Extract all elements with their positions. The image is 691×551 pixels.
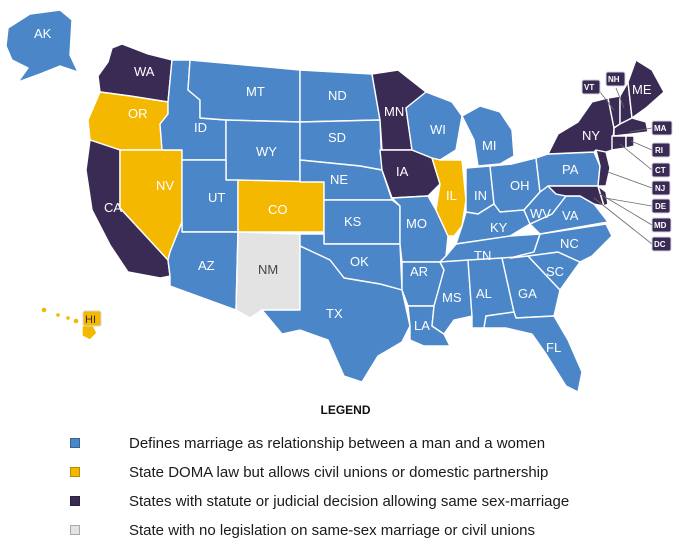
label-il: IL xyxy=(446,188,457,203)
tag-ct-box xyxy=(651,162,671,178)
tag-nj: NJ xyxy=(655,184,665,193)
label-al: AL xyxy=(476,286,492,301)
leader-lines xyxy=(593,87,653,245)
legend-swatch-purple xyxy=(70,496,80,506)
label-pa: PA xyxy=(562,162,579,177)
state-ak xyxy=(5,9,79,83)
small-state-tags: VT NH ME MA RI CT NJ DE MD DC HI xyxy=(85,71,673,326)
label-ne: NE xyxy=(330,172,348,187)
label-ny: NY xyxy=(582,128,600,143)
tag-dc: DC xyxy=(654,240,666,249)
tag-ct: CT xyxy=(655,166,666,175)
label-fl: FL xyxy=(546,340,561,355)
hi-label-box xyxy=(82,310,102,327)
state-ri xyxy=(625,135,635,149)
state-wi xyxy=(405,91,463,161)
label-ga: GA xyxy=(518,286,537,301)
label-nv: NV xyxy=(156,178,174,193)
state-ct xyxy=(611,135,627,151)
state-il xyxy=(431,157,467,237)
label-oh: OH xyxy=(510,178,530,193)
label-hi: HI xyxy=(85,314,96,326)
label-ky: KY xyxy=(490,220,508,235)
tag-nh-box xyxy=(605,71,626,87)
label-tn: TN xyxy=(474,248,491,263)
label-nd: ND xyxy=(328,88,347,103)
label-wy: WY xyxy=(256,144,277,159)
label-ia: IA xyxy=(396,164,409,179)
label-mt: MT xyxy=(246,84,265,99)
legend-label: States with statute or judicial decision… xyxy=(129,492,570,510)
label-nm: NM xyxy=(258,262,278,277)
label-mn: MN xyxy=(384,104,404,119)
label-la: LA xyxy=(414,318,430,333)
tag-dc-box xyxy=(651,236,672,252)
legend-label: State with no legislation on same-sex ma… xyxy=(129,521,536,539)
label-ks: KS xyxy=(344,214,362,229)
label-ak: AK xyxy=(34,26,52,41)
legend-item-civil-unions: State DOMA law but allows civil unions o… xyxy=(70,462,548,482)
legend-swatch-yellow xyxy=(70,467,80,477)
label-ar: AR xyxy=(410,264,428,279)
tag-ma-box xyxy=(651,120,673,136)
label-wa: WA xyxy=(134,64,155,79)
tag-ma: MA xyxy=(654,124,667,133)
legend-label: Defines marriage as relationship between… xyxy=(129,434,546,452)
state-tx xyxy=(261,245,411,383)
tag-nj-box xyxy=(651,180,671,196)
state-ny xyxy=(547,97,615,155)
label-nc: NC xyxy=(560,236,579,251)
label-in: IN xyxy=(474,188,487,203)
label-co: CO xyxy=(268,202,288,217)
label-me: ME xyxy=(632,82,652,97)
legend-item-no-legislation: State with no legislation on same-sex ma… xyxy=(70,520,535,540)
tag-vt-box xyxy=(581,79,601,95)
tag-vt: VT xyxy=(584,83,594,92)
tag-ri-box xyxy=(651,142,671,158)
state-mi xyxy=(461,105,515,167)
label-mo: MO xyxy=(406,216,427,231)
label-id: ID xyxy=(194,120,207,135)
label-sc: SC xyxy=(546,264,564,279)
label-wv: WV xyxy=(530,206,551,221)
label-wi: WI xyxy=(430,122,446,137)
label-tx: TX xyxy=(326,306,343,321)
tag-nh: NH xyxy=(608,75,620,84)
label-ms: MS xyxy=(442,290,462,305)
label-va: VA xyxy=(562,208,579,223)
legend-label: State DOMA law but allows civil unions o… xyxy=(129,463,549,481)
tag-de: DE xyxy=(655,202,667,211)
label-ut: UT xyxy=(208,190,225,205)
label-ca: CA xyxy=(104,200,122,215)
state-mt xyxy=(187,59,301,123)
label-or: OR xyxy=(128,106,148,121)
label-az: AZ xyxy=(198,258,215,273)
state-nc xyxy=(509,223,613,263)
tag-ri: RI xyxy=(655,146,663,155)
legend-item-defines-marriage: Defines marriage as relationship between… xyxy=(70,433,545,453)
legend-swatch-blue xyxy=(70,438,80,448)
state-ks xyxy=(323,199,401,245)
legend-title: LEGEND xyxy=(320,403,371,417)
tag-md-box xyxy=(651,217,672,233)
legend-swatch-gray xyxy=(70,525,80,535)
us-states-map: AK WA OR CA NV ID MT WY UT AZ CO NM ND S… xyxy=(5,9,673,393)
label-sd: SD xyxy=(328,130,346,145)
state-labels: AK WA OR CA NV ID MT WY UT AZ CO NM ND S… xyxy=(34,26,600,355)
state-or xyxy=(87,91,169,151)
tag-md: MD xyxy=(654,221,667,230)
tag-de-box xyxy=(651,198,671,214)
legend-item-same-sex-marriage: States with statute or judicial decision… xyxy=(70,491,569,511)
label-mi: MI xyxy=(482,138,496,153)
label-ok: OK xyxy=(350,254,369,269)
state-fl xyxy=(483,311,583,393)
